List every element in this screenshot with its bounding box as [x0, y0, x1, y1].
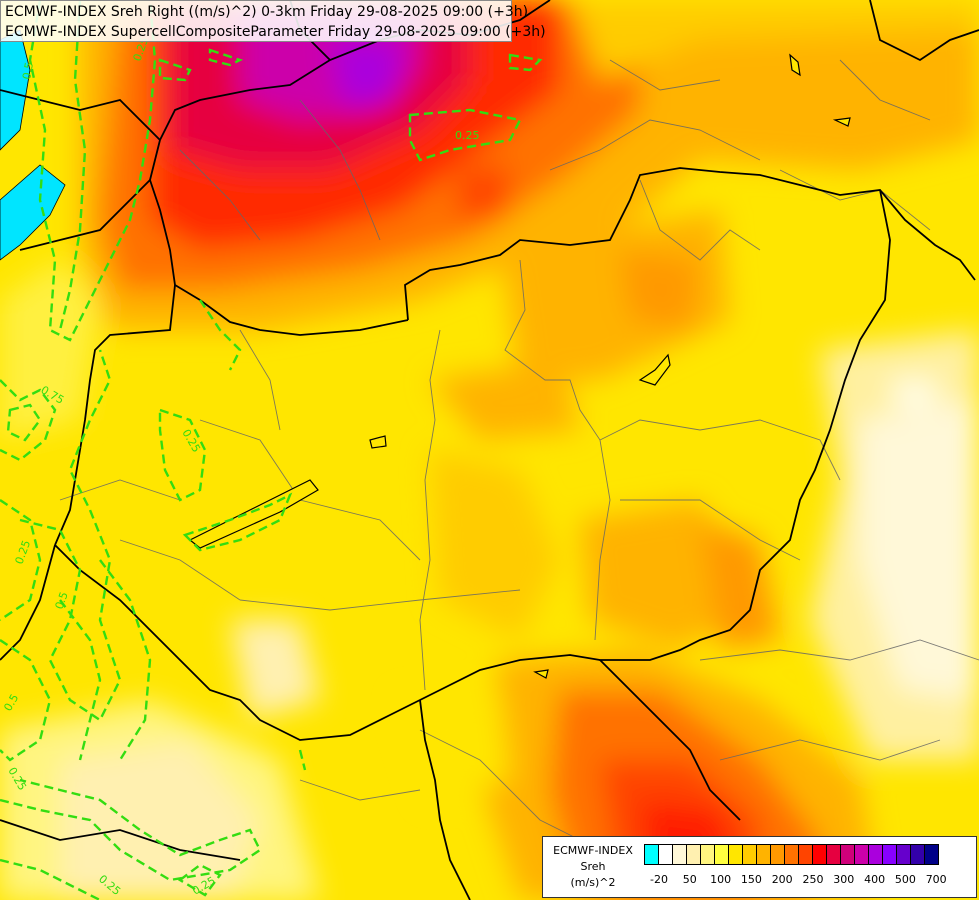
color-legend: ECMWF-INDEX Sreh (m/s)^2 -20 50 100 150 200 2… — [542, 836, 977, 898]
contour-label: 0.25 — [455, 129, 480, 142]
legend-swatch — [644, 844, 659, 865]
legend-swatch — [756, 844, 771, 865]
legend-label: ECMWF-INDEX Sreh (m/s)^2 — [545, 843, 641, 891]
legend-swatch — [728, 844, 743, 865]
legend-unit: (m/s)^2 — [570, 876, 616, 889]
legend-swatch — [714, 844, 729, 865]
legend-swatch — [924, 844, 939, 865]
title-line-scp: ECMWF-INDEX SupercellCompositeParameter … — [5, 24, 546, 40]
legend-swatch — [672, 844, 687, 865]
scp-contours — [0, 0, 543, 900]
map-title: ECMWF-INDEX Sreh Right ((m/s)^2) 0-3km F… — [0, 0, 546, 42]
legend-swatch — [896, 844, 911, 865]
legend-tick-label: 400 — [864, 873, 886, 886]
legend-source: ECMWF-INDEX — [553, 844, 633, 857]
small-lakes — [188, 53, 851, 679]
legend-swatch — [812, 844, 827, 865]
contour-label: 0.5 — [20, 61, 36, 80]
legend-tick-label: 150 — [740, 873, 762, 886]
legend-tick-label: 300 — [833, 873, 855, 886]
legend-tick-label: 700 — [925, 873, 947, 886]
legend-swatch — [700, 844, 715, 865]
contour-label: 0.5 — [53, 590, 71, 611]
legend-tick-label: 500 — [894, 873, 916, 886]
legend-tick-label: -20 — [650, 873, 668, 886]
legend-ticks: -20 50 100 150 200 250 300 400 500 700 — [645, 873, 975, 889]
legend-swatch — [686, 844, 701, 865]
legend-swatch — [868, 844, 883, 865]
legend-swatch — [826, 844, 841, 865]
legend-swatches — [644, 844, 939, 865]
legend-swatch — [658, 844, 673, 865]
legend-tick-label: 250 — [802, 873, 824, 886]
legend-swatch — [910, 844, 925, 865]
legend-tick-label: 100 — [710, 873, 732, 886]
legend-swatch — [798, 844, 813, 865]
legend-swatch — [840, 844, 855, 865]
legend-variable: Sreh — [580, 860, 606, 873]
legend-tick-label: 200 — [771, 873, 793, 886]
legend-swatch — [854, 844, 869, 865]
legend-swatch — [784, 844, 799, 865]
legend-swatch — [882, 844, 897, 865]
legend-swatch — [770, 844, 785, 865]
title-line-sreh: ECMWF-INDEX Sreh Right ((m/s)^2) 0-3km F… — [5, 4, 529, 20]
legend-tick-label: 50 — [682, 873, 697, 886]
legend-swatch — [742, 844, 757, 865]
